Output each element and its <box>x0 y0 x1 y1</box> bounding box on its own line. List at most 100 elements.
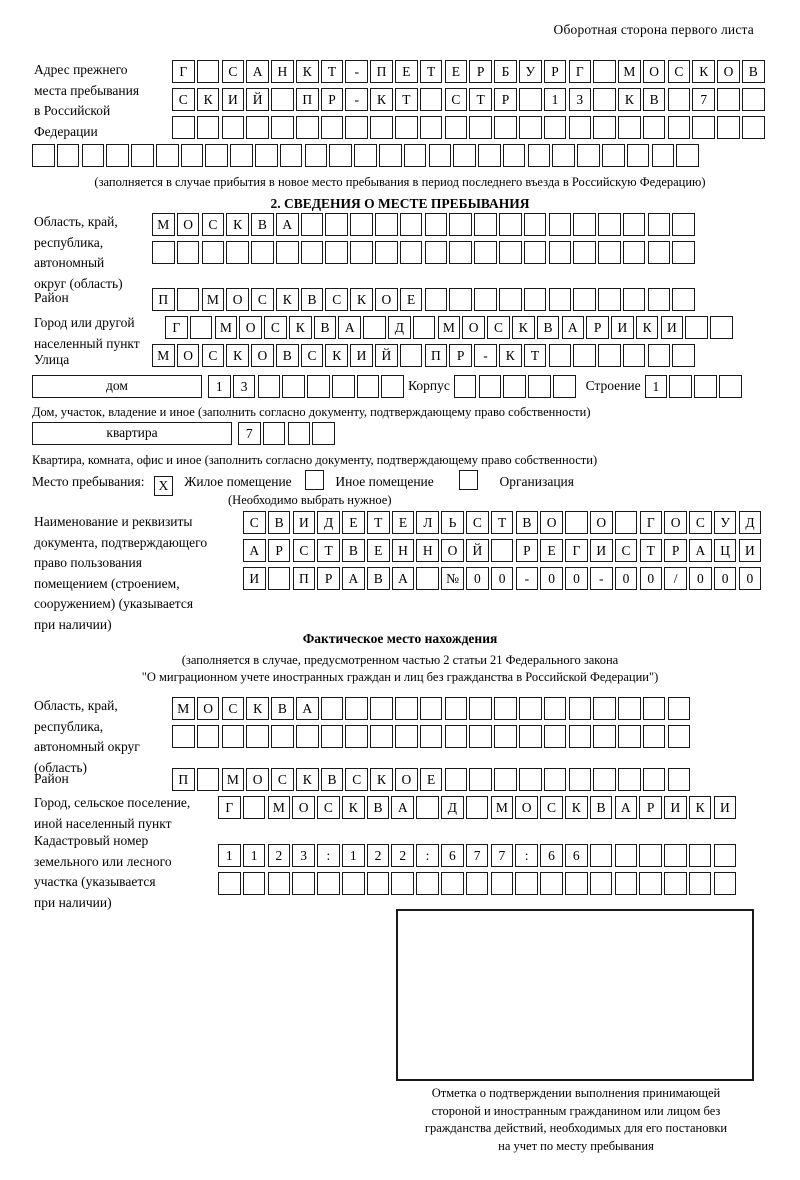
form-cell[interactable]: Г <box>218 796 241 819</box>
form-cell[interactable] <box>593 88 616 111</box>
form-cell[interactable] <box>618 697 641 720</box>
form-cell[interactable] <box>494 768 517 791</box>
form-cell[interactable] <box>350 241 373 264</box>
form-cell[interactable]: В <box>251 213 274 236</box>
form-cell[interactable] <box>221 116 245 139</box>
form-cell[interactable] <box>568 725 592 748</box>
form-cell[interactable]: Д <box>317 511 340 534</box>
form-cell[interactable] <box>370 116 393 139</box>
form-cell[interactable]: О <box>226 288 249 311</box>
form-cell[interactable] <box>403 144 427 167</box>
form-cell[interactable]: А <box>342 567 365 590</box>
form-cell[interactable] <box>300 213 324 236</box>
form-cell[interactable]: 1 <box>242 844 266 867</box>
form-cell[interactable]: 3 <box>232 375 256 398</box>
form-cell[interactable]: М <box>214 316 238 339</box>
form-cell[interactable]: 2 <box>391 844 415 867</box>
form-cell[interactable]: 0 <box>614 567 638 590</box>
form-cell[interactable] <box>320 725 344 748</box>
form-cell[interactable] <box>518 116 542 139</box>
form-cell[interactable] <box>523 241 547 264</box>
form-cell[interactable]: А <box>391 796 415 819</box>
checkbox-zhiloe[interactable]: X <box>153 476 173 496</box>
form-cell[interactable]: С <box>251 288 274 311</box>
form-cell[interactable]: М <box>152 344 175 367</box>
form-cell[interactable] <box>564 872 588 895</box>
form-cell[interactable] <box>573 213 596 236</box>
flat-cells[interactable]: 7 <box>238 422 335 445</box>
form-cell[interactable] <box>226 241 249 264</box>
form-cell[interactable]: К <box>275 288 299 311</box>
form-cell[interactable] <box>56 144 80 167</box>
form-cell[interactable]: И <box>243 567 266 590</box>
section2-region-row-2[interactable] <box>152 241 695 264</box>
form-cell[interactable] <box>498 288 522 311</box>
form-cell[interactable] <box>172 725 195 748</box>
form-cell[interactable]: И <box>611 316 634 339</box>
form-cell[interactable]: 7 <box>692 88 715 111</box>
form-cell[interactable]: Г <box>172 60 195 83</box>
form-cell[interactable] <box>622 213 646 236</box>
form-cell[interactable] <box>618 116 641 139</box>
form-cell[interactable]: 1 <box>218 844 241 867</box>
form-cell[interactable] <box>672 344 695 367</box>
form-cell[interactable]: О <box>642 60 666 83</box>
form-cell[interactable] <box>341 872 365 895</box>
form-cell[interactable]: - <box>589 567 613 590</box>
form-cell[interactable] <box>598 288 621 311</box>
form-cell[interactable]: К <box>325 344 349 367</box>
form-cell[interactable] <box>647 213 671 236</box>
form-cell[interactable]: 3 <box>292 844 315 867</box>
form-cell[interactable]: С <box>201 344 225 367</box>
form-cell[interactable] <box>395 697 418 720</box>
form-cell[interactable] <box>172 116 195 139</box>
form-cell[interactable] <box>618 725 641 748</box>
form-cell[interactable]: 3 <box>568 88 592 111</box>
form-cell[interactable] <box>528 375 551 398</box>
form-cell[interactable] <box>598 241 621 264</box>
stamp-box[interactable] <box>396 909 754 1081</box>
form-cell[interactable] <box>428 144 452 167</box>
form-cell[interactable] <box>565 511 588 534</box>
form-cell[interactable]: М <box>618 60 641 83</box>
form-cell[interactable]: Р <box>494 88 517 111</box>
form-cell[interactable]: 7 <box>465 844 489 867</box>
form-cell[interactable] <box>478 144 501 167</box>
form-cell[interactable]: Р <box>515 539 539 562</box>
form-cell[interactable]: В <box>271 697 294 720</box>
form-cell[interactable]: С <box>172 88 195 111</box>
form-cell[interactable] <box>304 144 328 167</box>
form-cell[interactable] <box>449 241 472 264</box>
form-cell[interactable] <box>498 241 522 264</box>
form-cell[interactable]: 1 <box>208 375 231 398</box>
form-cell[interactable]: Е <box>342 511 365 534</box>
form-cell[interactable]: И <box>350 344 373 367</box>
flat-line[interactable]: квартира 7 <box>32 422 335 445</box>
form-cell[interactable] <box>320 116 344 139</box>
form-cell[interactable] <box>593 116 616 139</box>
form-cell[interactable]: С <box>325 288 349 311</box>
form-cell[interactable] <box>196 116 220 139</box>
form-cell[interactable] <box>320 697 344 720</box>
form-cell[interactable]: М <box>221 768 245 791</box>
form-cell[interactable]: 6 <box>564 844 588 867</box>
form-cell[interactable]: : <box>515 844 538 867</box>
form-cell[interactable] <box>474 241 497 264</box>
form-cell[interactable] <box>354 144 377 167</box>
form-cell[interactable] <box>664 844 687 867</box>
form-cell[interactable] <box>474 213 497 236</box>
form-cell[interactable] <box>478 375 502 398</box>
form-cell[interactable]: О <box>540 511 563 534</box>
form-cell[interactable]: : <box>317 844 340 867</box>
form-cell[interactable]: Е <box>366 539 390 562</box>
form-cell[interactable] <box>246 725 269 748</box>
form-cell[interactable]: В <box>642 88 666 111</box>
form-cell[interactable]: К <box>288 316 312 339</box>
form-cell[interactable]: В <box>741 60 765 83</box>
form-cell[interactable] <box>626 144 650 167</box>
form-cell[interactable]: С <box>345 768 369 791</box>
